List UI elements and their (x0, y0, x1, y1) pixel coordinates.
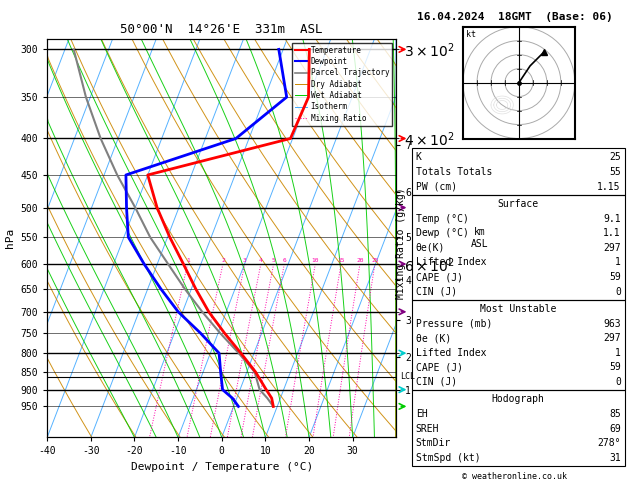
Text: 3: 3 (243, 258, 247, 263)
Text: 1: 1 (615, 258, 621, 267)
Text: 10: 10 (312, 258, 320, 263)
Text: PW (cm): PW (cm) (416, 182, 457, 191)
Text: LCL: LCL (401, 372, 415, 381)
Text: Temp (°C): Temp (°C) (416, 214, 469, 224)
Text: 4: 4 (259, 258, 263, 263)
Text: 2: 2 (221, 258, 225, 263)
Text: CAPE (J): CAPE (J) (416, 363, 463, 372)
Text: Mixing Ratio (g/kg): Mixing Ratio (g/kg) (396, 187, 406, 299)
Text: 9.1: 9.1 (603, 214, 621, 224)
Text: StmDir: StmDir (416, 438, 451, 448)
Text: 5: 5 (272, 258, 276, 263)
Title: 50°00'N  14°26'E  331m  ASL: 50°00'N 14°26'E 331m ASL (121, 23, 323, 36)
Text: 25: 25 (371, 258, 379, 263)
Text: 69: 69 (609, 424, 621, 434)
Text: Surface: Surface (498, 199, 539, 209)
Text: 963: 963 (603, 319, 621, 329)
Text: Hodograph: Hodograph (492, 395, 545, 404)
Text: K: K (416, 153, 421, 162)
Text: 0: 0 (615, 287, 621, 296)
Text: 25: 25 (609, 153, 621, 162)
Text: Totals Totals: Totals Totals (416, 167, 492, 177)
Text: Dewp (°C): Dewp (°C) (416, 228, 469, 238)
Text: 1: 1 (186, 258, 190, 263)
Text: 16.04.2024  18GMT  (Base: 06): 16.04.2024 18GMT (Base: 06) (416, 12, 613, 22)
Text: 85: 85 (609, 409, 621, 419)
Text: 278°: 278° (598, 438, 621, 448)
Legend: Temperature, Dewpoint, Parcel Trajectory, Dry Adiabat, Wet Adiabat, Isotherm, Mi: Temperature, Dewpoint, Parcel Trajectory… (292, 43, 392, 125)
Text: SREH: SREH (416, 424, 439, 434)
Text: 297: 297 (603, 333, 621, 343)
Text: kt: kt (466, 30, 476, 38)
Text: 59: 59 (609, 363, 621, 372)
Y-axis label: hPa: hPa (5, 228, 15, 248)
Text: Lifted Index: Lifted Index (416, 258, 486, 267)
Y-axis label: km
ASL: km ASL (471, 227, 489, 249)
Text: EH: EH (416, 409, 428, 419)
Text: Pressure (mb): Pressure (mb) (416, 319, 492, 329)
Text: θe (K): θe (K) (416, 333, 451, 343)
Text: 1: 1 (615, 348, 621, 358)
Text: CAPE (J): CAPE (J) (416, 272, 463, 282)
Text: StmSpd (kt): StmSpd (kt) (416, 453, 481, 463)
Text: θe(K): θe(K) (416, 243, 445, 253)
Text: 59: 59 (609, 272, 621, 282)
Text: CIN (J): CIN (J) (416, 287, 457, 296)
Text: © weatheronline.co.uk: © weatheronline.co.uk (462, 472, 567, 481)
Text: Lifted Index: Lifted Index (416, 348, 486, 358)
Text: 55: 55 (609, 167, 621, 177)
Text: 6: 6 (282, 258, 286, 263)
X-axis label: Dewpoint / Temperature (°C): Dewpoint / Temperature (°C) (131, 462, 313, 472)
Text: 0: 0 (615, 377, 621, 387)
Text: 15: 15 (338, 258, 345, 263)
Text: CIN (J): CIN (J) (416, 377, 457, 387)
Text: 1.1: 1.1 (603, 228, 621, 238)
Text: 20: 20 (356, 258, 364, 263)
Text: 297: 297 (603, 243, 621, 253)
Text: 31: 31 (609, 453, 621, 463)
Text: Most Unstable: Most Unstable (480, 304, 557, 314)
Text: 1.15: 1.15 (598, 182, 621, 191)
